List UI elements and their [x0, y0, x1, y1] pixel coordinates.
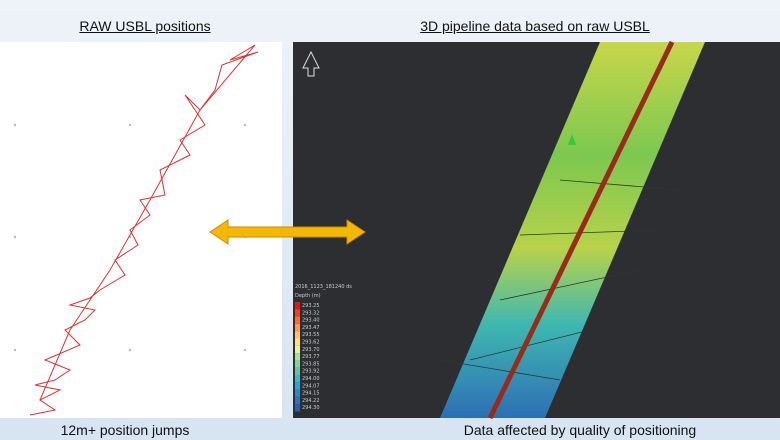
legend-label: 294.00 — [302, 376, 320, 382]
swath-noise — [439, 179, 681, 381]
legend-label: 294.07 — [302, 383, 320, 389]
right-caption: Data affected by quality of positioning — [463, 422, 697, 438]
legend-swatch — [295, 360, 300, 368]
right-title: 3D pipeline data based on raw USBL — [420, 18, 650, 34]
left-title: RAW USBL positions — [79, 18, 211, 34]
legend-label: 293.25 — [302, 303, 320, 309]
legend-swatch — [295, 396, 300, 405]
marker — [568, 134, 576, 145]
legend-label: 293.62 — [302, 340, 320, 346]
legend-label: 294.15 — [302, 391, 320, 397]
legend-swatch — [295, 375, 300, 383]
legend-swatch — [295, 309, 300, 317]
legend-swatch — [295, 389, 300, 397]
legend-swatch — [295, 345, 300, 354]
legend-swatch — [295, 316, 300, 324]
legend-swatch — [295, 331, 300, 339]
legend-heading: Depth (m) — [295, 293, 321, 299]
legend-swatch — [295, 404, 300, 412]
pipeline-swath — [440, 42, 705, 418]
legend-label: 293.32 — [302, 310, 320, 316]
legend-label: 294.30 — [302, 405, 320, 411]
legend-file: 2016_1123_181240 ds — [295, 284, 352, 290]
legend-label: 294.22 — [302, 398, 320, 404]
grid-dots — [13, 123, 247, 352]
legend-label: 293.85 — [302, 361, 320, 367]
legend-swatch — [295, 323, 300, 332]
depth-legend: 2016_1123_181240 ds Depth (m) 293.25293.… — [295, 284, 352, 412]
legend-label: 293.77 — [302, 354, 320, 360]
legend-label: 293.92 — [302, 369, 320, 375]
north-arrow — [302, 50, 320, 77]
usbl-track — [29, 44, 259, 416]
legend-label: 293.70 — [302, 347, 320, 353]
legend-label: 293.40 — [302, 318, 320, 324]
legend-label: 293.47 — [302, 325, 320, 331]
legend-swatch — [295, 338, 300, 346]
pipeline — [487, 40, 675, 420]
legend-swatch — [295, 353, 300, 361]
legend-swatch — [295, 302, 300, 310]
legend-swatch — [295, 367, 300, 375]
legend-label: 293.55 — [302, 332, 320, 338]
legend-swatch — [295, 382, 300, 390]
double-arrow — [209, 219, 366, 245]
usbl-trend — [39, 44, 256, 401]
left-caption: 12m+ position jumps — [60, 422, 190, 438]
